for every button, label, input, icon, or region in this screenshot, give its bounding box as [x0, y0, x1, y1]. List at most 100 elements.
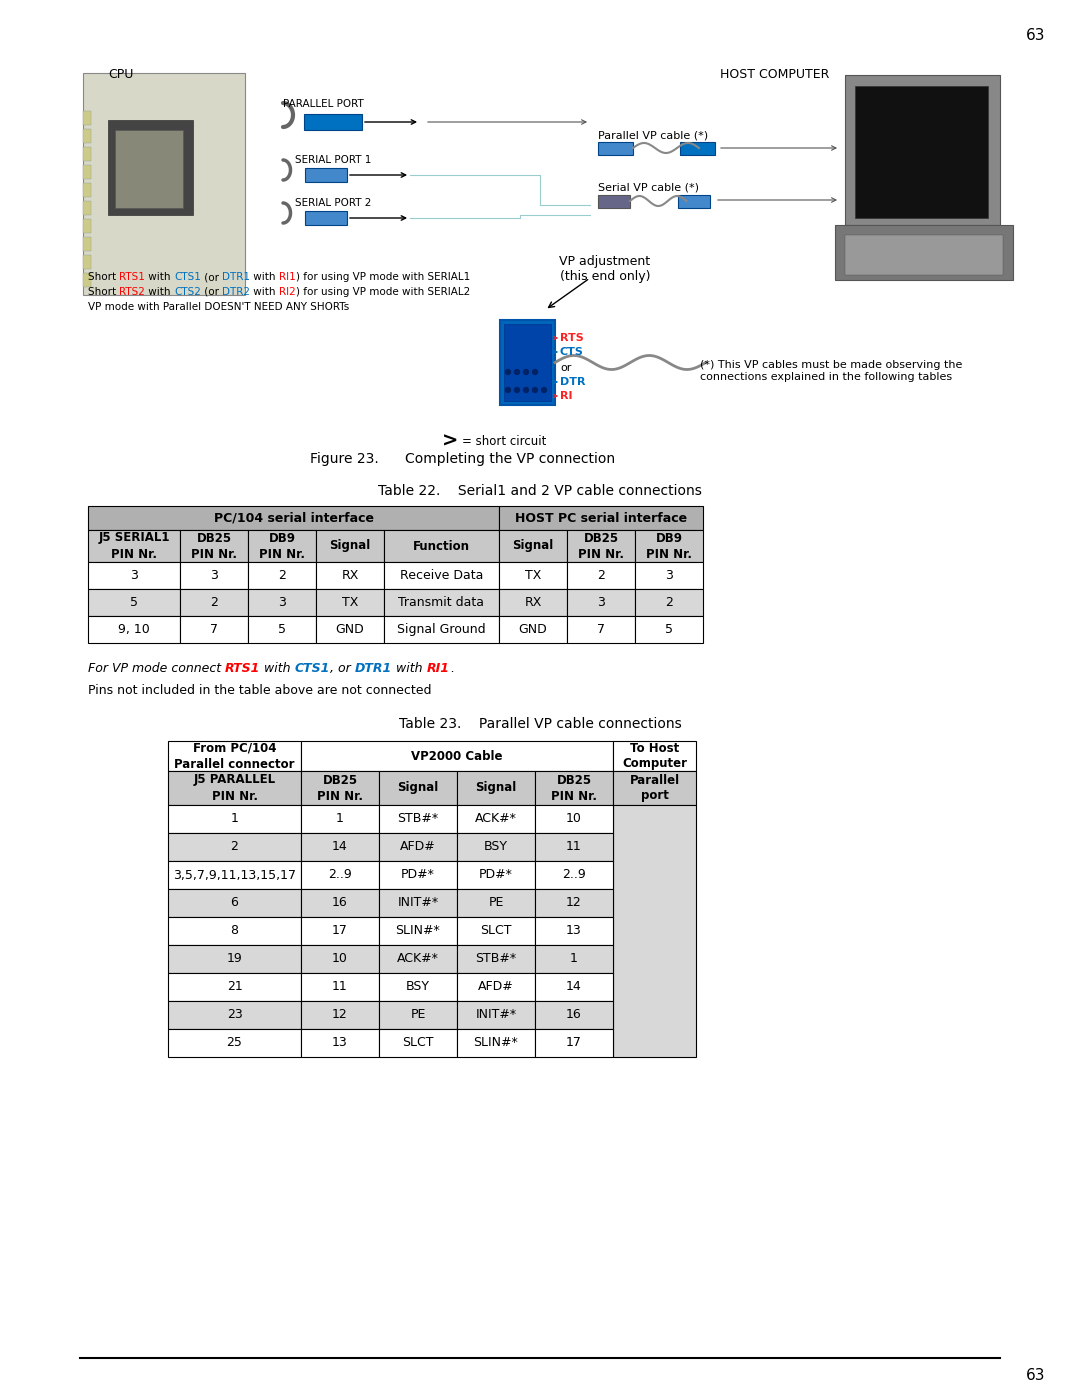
FancyBboxPatch shape [248, 529, 316, 562]
FancyBboxPatch shape [379, 771, 457, 805]
FancyBboxPatch shape [301, 833, 379, 861]
Text: 7: 7 [210, 623, 218, 636]
Text: 5: 5 [130, 597, 138, 609]
FancyBboxPatch shape [535, 916, 613, 944]
FancyBboxPatch shape [301, 972, 379, 1002]
Text: SERIAL PORT 1: SERIAL PORT 1 [295, 155, 372, 165]
FancyBboxPatch shape [301, 861, 379, 888]
Text: For VP mode connect: For VP mode connect [87, 662, 225, 675]
Text: .: . [450, 662, 454, 675]
FancyBboxPatch shape [379, 1002, 457, 1030]
FancyBboxPatch shape [535, 771, 613, 805]
FancyBboxPatch shape [83, 183, 91, 197]
FancyBboxPatch shape [305, 211, 347, 225]
FancyBboxPatch shape [457, 944, 535, 972]
FancyBboxPatch shape [168, 972, 301, 1002]
Text: SERIAL PORT 2: SERIAL PORT 2 [295, 198, 372, 208]
Text: 5: 5 [278, 623, 286, 636]
FancyBboxPatch shape [384, 590, 499, 616]
Text: ACK#*: ACK#* [397, 953, 438, 965]
Text: VP2000 Cable: VP2000 Cable [411, 750, 503, 763]
Text: J5 PARALLEL
PIN Nr.: J5 PARALLEL PIN Nr. [193, 774, 275, 802]
Text: VP adjustment
(this end only): VP adjustment (this end only) [559, 256, 650, 284]
Text: RI2: RI2 [279, 286, 296, 298]
FancyBboxPatch shape [384, 616, 499, 643]
Text: 5: 5 [665, 623, 673, 636]
Text: RI1: RI1 [279, 272, 296, 282]
FancyBboxPatch shape [499, 590, 567, 616]
FancyBboxPatch shape [168, 944, 301, 972]
FancyBboxPatch shape [180, 616, 248, 643]
Text: with: with [392, 662, 427, 675]
Text: 63: 63 [1026, 1368, 1045, 1383]
Text: 2: 2 [230, 841, 239, 854]
Text: 3,5,7,9,11,13,15,17: 3,5,7,9,11,13,15,17 [173, 869, 296, 882]
Text: HOST COMPUTER: HOST COMPUTER [720, 68, 829, 81]
FancyBboxPatch shape [535, 833, 613, 861]
FancyBboxPatch shape [457, 771, 535, 805]
FancyBboxPatch shape [635, 562, 703, 590]
Text: 23: 23 [227, 1009, 242, 1021]
Text: Receive Data: Receive Data [400, 569, 483, 583]
Text: PC/104 serial interface: PC/104 serial interface [214, 511, 374, 524]
FancyBboxPatch shape [855, 87, 988, 218]
FancyBboxPatch shape [248, 590, 316, 616]
FancyBboxPatch shape [535, 1002, 613, 1030]
Text: GND: GND [518, 623, 548, 636]
FancyBboxPatch shape [168, 740, 301, 771]
FancyBboxPatch shape [301, 944, 379, 972]
Text: 11: 11 [566, 841, 582, 854]
Text: Table 22.    Serial1 and 2 VP cable connections: Table 22. Serial1 and 2 VP cable connect… [378, 483, 702, 497]
FancyBboxPatch shape [379, 861, 457, 888]
Text: DTR: DTR [561, 377, 585, 387]
Text: with: with [145, 286, 174, 298]
Text: 8: 8 [230, 925, 239, 937]
Text: 6: 6 [230, 897, 239, 909]
Text: with: with [145, 272, 174, 282]
FancyBboxPatch shape [500, 320, 555, 405]
Text: PARALLEL PORT: PARALLEL PORT [283, 99, 364, 109]
Text: 12: 12 [566, 897, 582, 909]
Text: or: or [561, 363, 571, 373]
Text: 3: 3 [130, 569, 138, 583]
Text: 2..9: 2..9 [562, 869, 585, 882]
FancyBboxPatch shape [301, 740, 613, 771]
FancyBboxPatch shape [301, 916, 379, 944]
FancyBboxPatch shape [499, 529, 567, 562]
Text: RTS1: RTS1 [120, 272, 145, 282]
FancyBboxPatch shape [457, 833, 535, 861]
Text: SLIN#*: SLIN#* [474, 1037, 518, 1049]
Text: RX: RX [341, 569, 359, 583]
FancyBboxPatch shape [168, 916, 301, 944]
Text: >: > [442, 432, 458, 451]
FancyBboxPatch shape [303, 115, 362, 130]
FancyBboxPatch shape [499, 562, 567, 590]
Text: Function: Function [413, 539, 470, 552]
Text: DB25
PIN Nr.: DB25 PIN Nr. [191, 531, 237, 560]
Text: 2: 2 [211, 597, 218, 609]
Text: GND: GND [336, 623, 364, 636]
FancyBboxPatch shape [457, 805, 535, 833]
FancyBboxPatch shape [316, 529, 384, 562]
Text: STB#*: STB#* [397, 813, 438, 826]
FancyBboxPatch shape [168, 833, 301, 861]
FancyBboxPatch shape [567, 616, 635, 643]
FancyBboxPatch shape [535, 861, 613, 888]
Text: ) for using VP mode with SERIAL2: ) for using VP mode with SERIAL2 [296, 286, 470, 298]
Text: ) for using VP mode with SERIAL1: ) for using VP mode with SERIAL1 [296, 272, 470, 282]
FancyBboxPatch shape [83, 129, 91, 142]
Text: SLIN#*: SLIN#* [395, 925, 441, 937]
FancyBboxPatch shape [379, 972, 457, 1002]
Text: with: with [251, 272, 279, 282]
Text: DTR2: DTR2 [222, 286, 251, 298]
FancyBboxPatch shape [457, 861, 535, 888]
Text: CTS1: CTS1 [295, 662, 330, 675]
FancyBboxPatch shape [168, 861, 301, 888]
Text: ACK#*: ACK#* [475, 813, 517, 826]
FancyBboxPatch shape [316, 616, 384, 643]
FancyBboxPatch shape [83, 256, 91, 270]
Text: PE: PE [410, 1009, 426, 1021]
FancyBboxPatch shape [168, 805, 301, 833]
FancyBboxPatch shape [457, 1030, 535, 1058]
Circle shape [524, 369, 528, 374]
